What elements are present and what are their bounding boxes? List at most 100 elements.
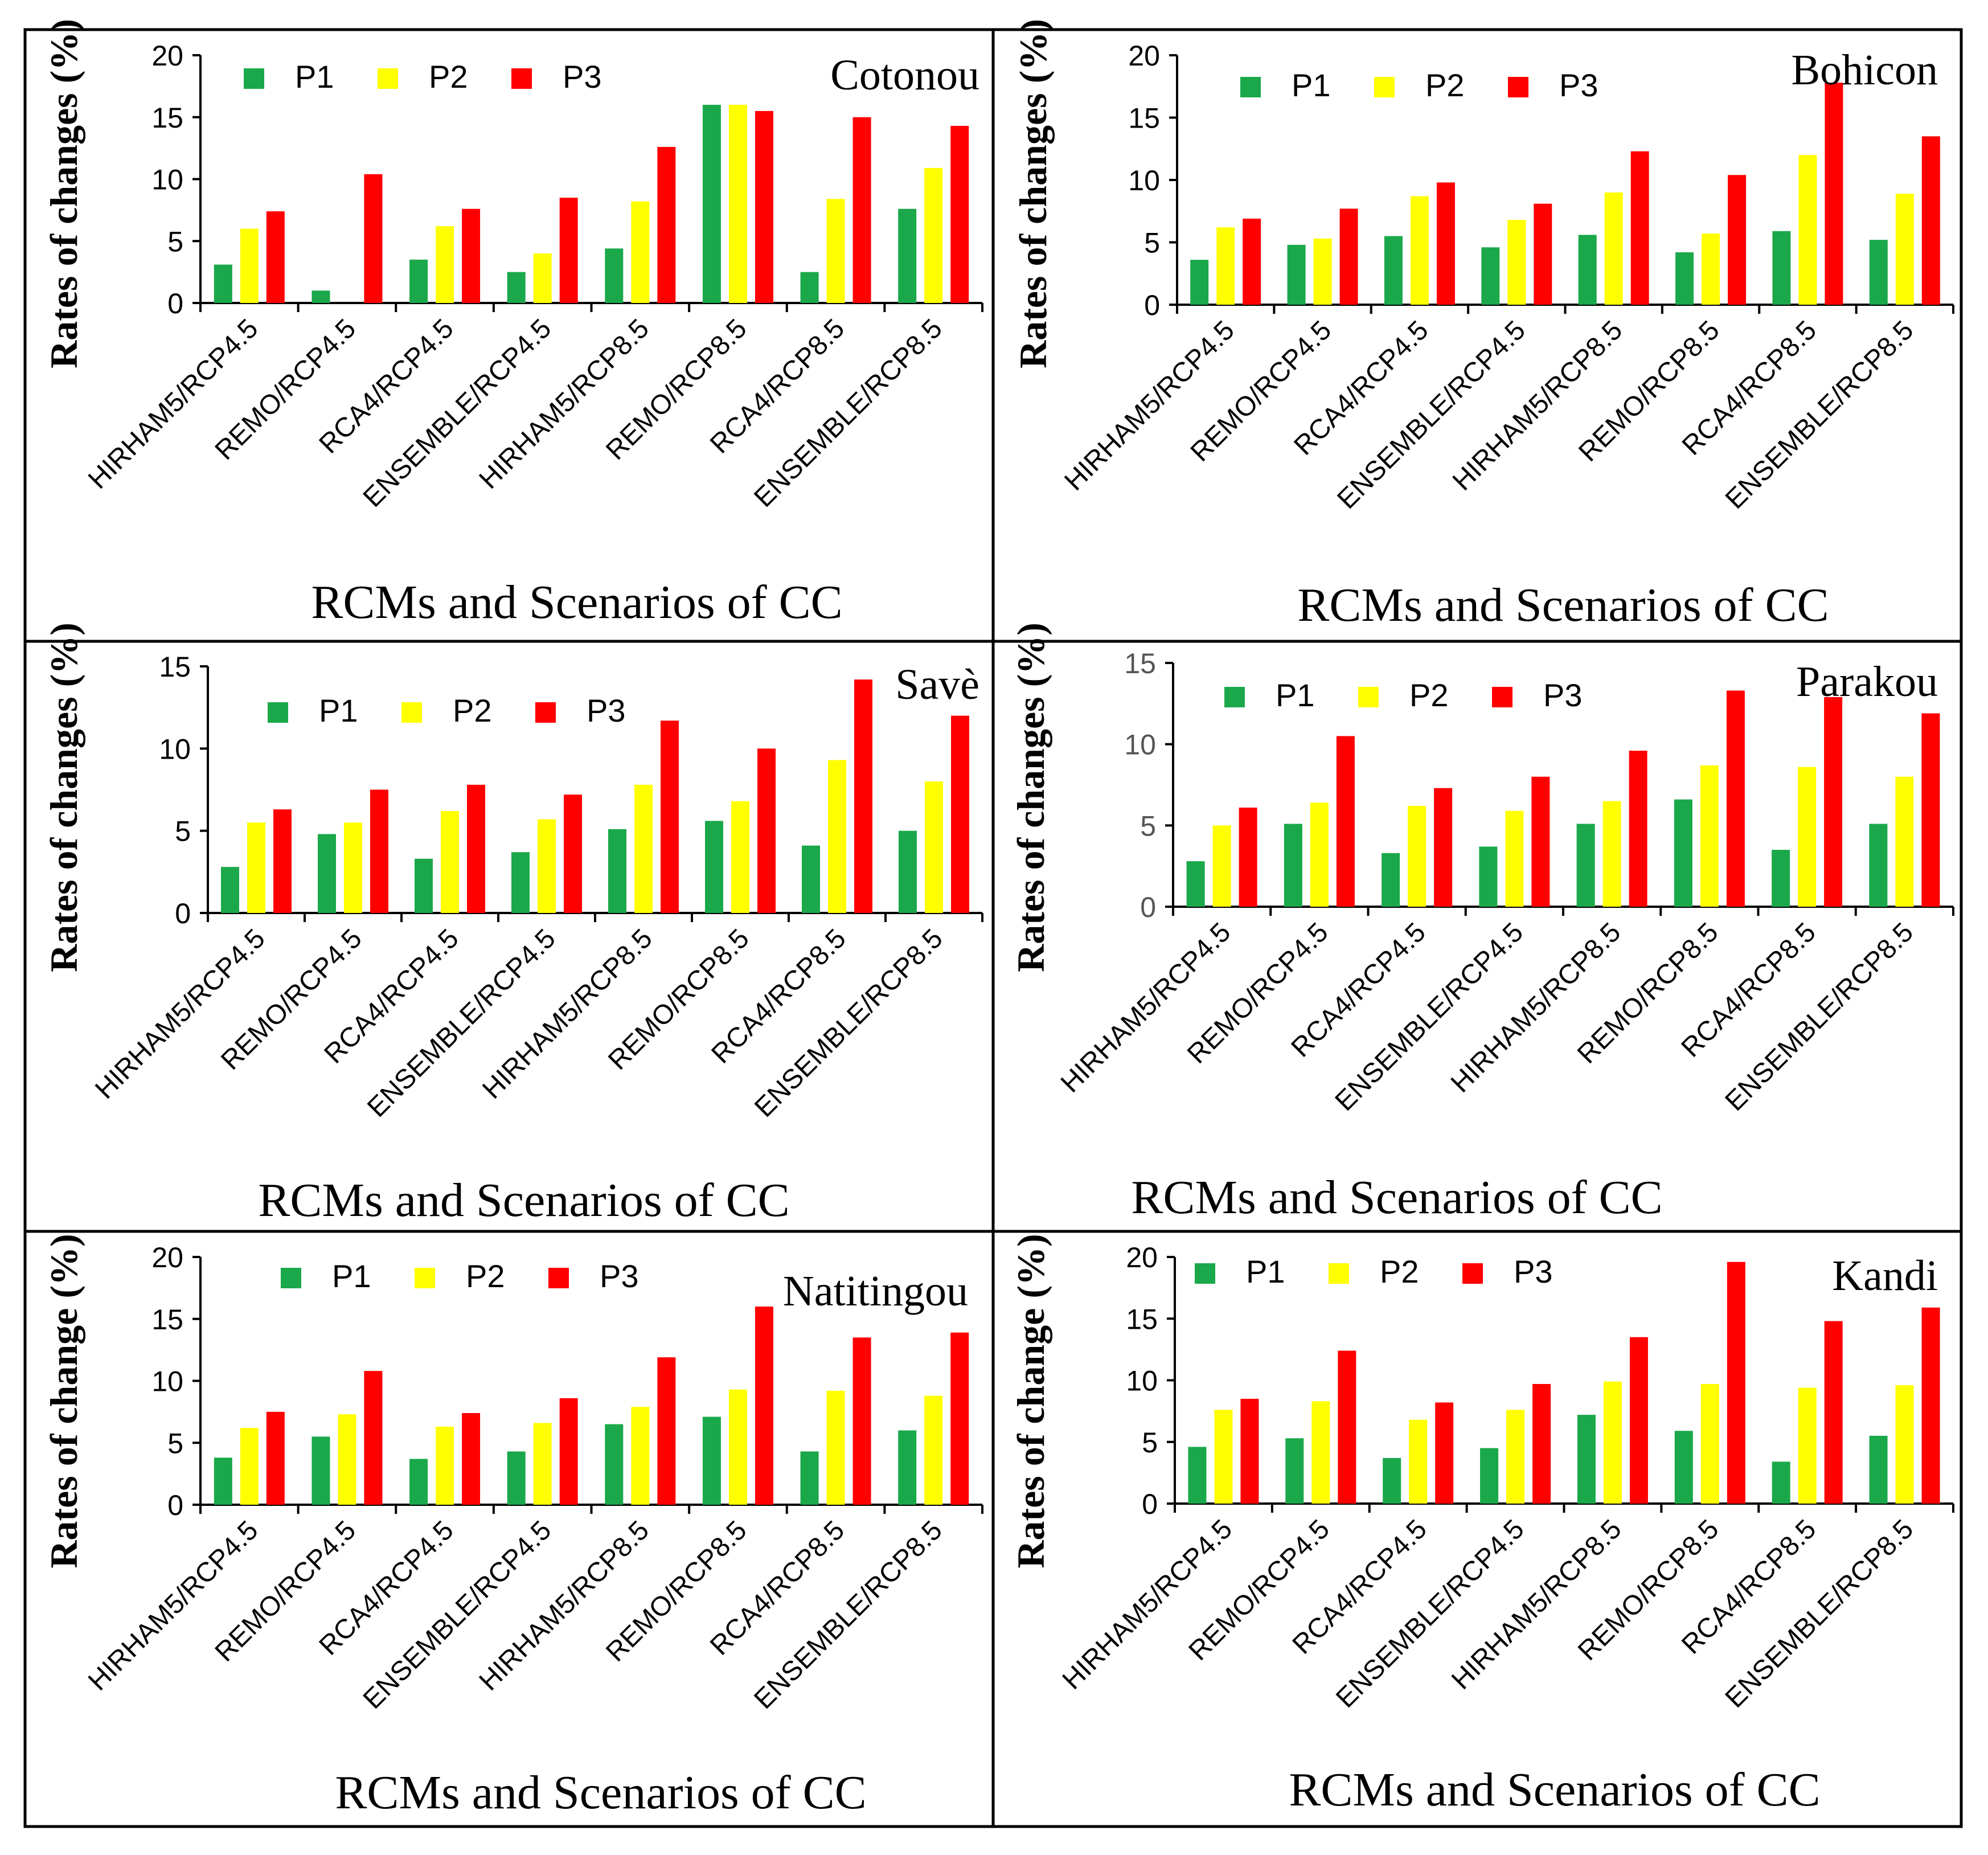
bar-p3-hirham5-rcp45 [273, 809, 292, 913]
x-axis-label: RCMs and Scenarios of CC [335, 1766, 866, 1819]
chart-title: Bohicon [1791, 46, 1938, 94]
bar-p3-rca4-rcp45 [1434, 788, 1453, 907]
y-tick-label: 15 [1126, 1303, 1158, 1335]
legend-label-p1: P1 [295, 59, 334, 95]
y-axis-label: Rates of change (%) [42, 1234, 85, 1568]
bar-p1-rca4-rcp45 [1383, 1457, 1401, 1504]
y-axis-label: Rates of changes (%) [42, 19, 85, 368]
bar-p3-ensemble-rcp85 [951, 715, 969, 913]
bar-p1-hirham5-rcp85 [1577, 1415, 1596, 1504]
bar-p3-ensemble-rcp45 [1534, 203, 1552, 305]
bar-p1-rca4-rcp85 [1772, 1461, 1790, 1504]
bar-p2-hirham5-rcp45 [1216, 227, 1235, 305]
bar-group-rca4-rcp85 [800, 1337, 871, 1505]
y-tick-label: 10 [1124, 729, 1156, 761]
bar-p3-remo-rcp85 [1726, 690, 1745, 907]
bar-p2-ensemble-rcp85 [925, 781, 943, 913]
bar-p2-hirham5-rcp85 [1602, 801, 1621, 907]
bar-group-hirham5-rcp85 [605, 1357, 676, 1505]
bar-p2-remo-rcp45 [1313, 238, 1332, 305]
bar-group-ensemble-rcp45 [507, 198, 578, 303]
bar-group-ensemble-rcp85 [898, 1332, 969, 1505]
bar-p1-remo-rcp85 [702, 1416, 721, 1505]
legend-swatch-p2 [415, 1268, 435, 1288]
bar-p1-hirham5-rcp85 [1576, 824, 1595, 907]
bar-p3-ensemble-rcp45 [1531, 776, 1550, 907]
bar-p3-hirham5-rcp85 [657, 1357, 676, 1505]
x-tick-label: ENSEMBLE/RCP4.5 [358, 313, 558, 513]
bar-p2-rca4-rcp45 [1410, 196, 1429, 305]
x-axis-label: RCMs and Scenarios of CC [1297, 579, 1829, 632]
bar-p2-hirham5-rcp45 [1214, 1410, 1233, 1504]
bar-group-hirham5-rcp85 [605, 146, 676, 303]
bar-p2-remo-rcp45 [1311, 1401, 1330, 1504]
bar-p3-ensemble-rcp45 [1532, 1383, 1551, 1504]
bar-p3-remo-rcp45 [370, 789, 388, 913]
bar-p2-hirham5-rcp45 [240, 228, 259, 303]
bar-group-rca4-rcp85 [1772, 697, 1843, 907]
x-tick-label: HIRHAM5/RCP8.5 [1446, 1514, 1628, 1696]
x-axis-label: RCMs and Scenarios of CC [1289, 1763, 1820, 1816]
bar-p3-ensemble-rcp85 [1921, 1307, 1940, 1504]
bar-p1-ensemble-rcp85 [899, 830, 917, 913]
y-tick-label: 20 [151, 1242, 183, 1273]
legend-label-p3: P3 [563, 59, 602, 95]
y-tick-label: 5 [175, 816, 191, 847]
bar-group-rca4-rcp45 [1384, 182, 1455, 305]
bar-p2-remo-rcp45 [1310, 802, 1329, 907]
bar-p1-ensemble-rcp45 [1479, 846, 1498, 907]
bar-p2-rca4-rcp85 [826, 199, 845, 303]
bar-p1-hirham5-rcp45 [221, 867, 239, 913]
y-tick-label: 20 [151, 40, 183, 72]
bar-p1-ensemble-rcp45 [511, 852, 530, 913]
legend-swatch-p3 [535, 702, 556, 723]
bar-p3-ensemble-rcp85 [1921, 136, 1940, 305]
bar-group-hirham5-rcp85 [608, 720, 679, 913]
y-tick-label: 10 [1128, 165, 1160, 196]
bar-p2-rca4-rcp45 [441, 811, 459, 913]
bar-group-rca4-rcp45 [1383, 1402, 1454, 1504]
bar-group-hirham5-rcp45 [1188, 1398, 1259, 1504]
bar-group-remo-rcp45 [1287, 208, 1358, 305]
bar-p1-remo-rcp45 [311, 290, 330, 303]
legend-swatch-p1 [1195, 1263, 1215, 1284]
bar-p3-remo-rcp45 [1339, 208, 1358, 305]
bar-p1-remo-rcp45 [311, 1436, 330, 1505]
legend-label-p3: P3 [587, 693, 626, 728]
bar-group-remo-rcp45 [311, 1371, 383, 1505]
legend-label-p1: P1 [332, 1258, 371, 1294]
legend-label-p2: P2 [1409, 677, 1449, 713]
bar-p1-rca4-rcp45 [1384, 236, 1403, 305]
bar-group-hirham5-rcp85 [1577, 1337, 1648, 1504]
bar-p3-ensemble-rcp85 [950, 1332, 969, 1505]
bar-p3-hirham5-rcp45 [1239, 807, 1257, 907]
x-tick-label: ENSEMBLE/RCP4.5 [1331, 315, 1531, 515]
x-tick-label: HIRHAM5/RCP8.5 [474, 1515, 655, 1697]
legend-label-p3: P3 [1543, 677, 1583, 713]
bar-group-remo-rcp85 [1674, 690, 1745, 907]
bar-p2-rca4-rcp45 [1408, 806, 1427, 907]
bar-p3-remo-rcp85 [755, 1307, 773, 1505]
bar-p2-remo-rcp85 [731, 801, 749, 913]
bar-p2-hirham5-rcp45 [247, 822, 265, 913]
bar-group-ensemble-rcp85 [899, 715, 969, 913]
bar-p3-rca4-rcp45 [1435, 1402, 1454, 1504]
bar-group-rca4-rcp45 [409, 208, 481, 303]
legend-swatch-p1 [281, 1268, 301, 1288]
legend: P1 P2 P3 [1240, 67, 1598, 103]
bar-p2-ensemble-rcp85 [924, 1395, 943, 1505]
bar-p2-hirham5-rcp85 [1603, 1381, 1622, 1504]
bar-p2-hirham5-rcp85 [631, 1407, 650, 1505]
bar-group-remo-rcp85 [1674, 1262, 1745, 1504]
bar-p1-remo-rcp45 [1287, 244, 1306, 305]
y-tick-label: 15 [151, 1304, 183, 1336]
chart-title: Kandi [1832, 1252, 1938, 1300]
bar-p2-ensemble-rcp85 [1895, 776, 1914, 907]
y-tick-label: 0 [167, 1489, 183, 1521]
legend-swatch-p1 [244, 68, 264, 89]
bar-p1-hirham5-rcp85 [1578, 235, 1597, 305]
legend-swatch-p1 [1224, 687, 1245, 707]
legend-label-p1: P1 [1292, 67, 1331, 103]
y-tick-label: 0 [1142, 1488, 1158, 1520]
legend-label-p3: P3 [1559, 67, 1598, 103]
